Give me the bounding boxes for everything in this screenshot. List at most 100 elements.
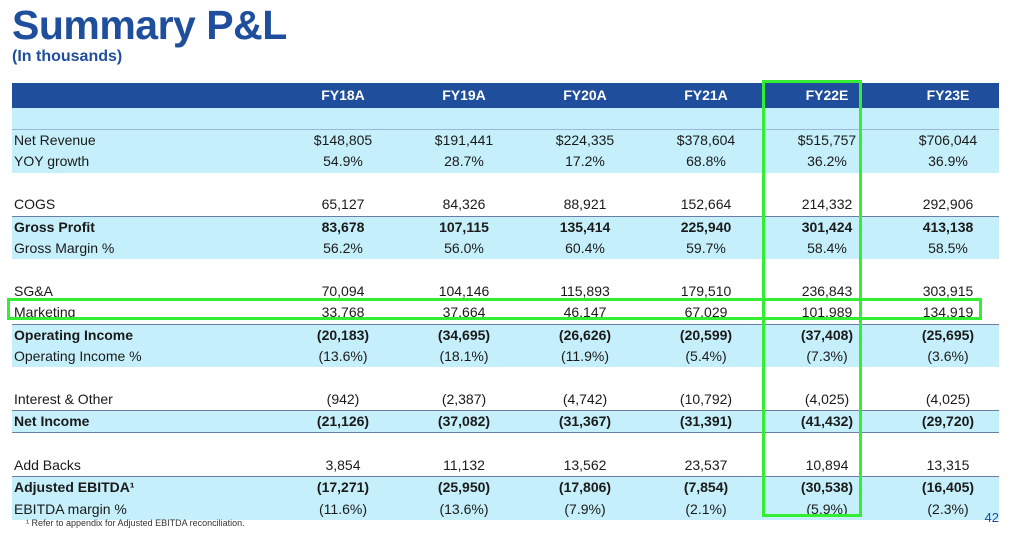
row-marketing: Marketing 33,768 37,664 46,147 67,029 10… — [12, 302, 999, 325]
table-cell: (16,405) — [921, 479, 975, 496]
table-cell: (25,950) — [437, 479, 491, 496]
row-gross-profit: Gross Profit 83,678 107,115 135,414 225,… — [12, 216, 999, 238]
table-cell: (7,854) — [683, 479, 729, 496]
table-cell: $191,441 — [434, 132, 494, 148]
table-cell: (11.6%) — [319, 500, 367, 517]
table-cell: (4,025) — [804, 390, 850, 407]
column-header: FY21A — [684, 87, 728, 103]
table-cell: 23,537 — [684, 456, 728, 473]
table-cell: (13.6%) — [439, 500, 489, 517]
table-cell: (18.1%) — [439, 347, 489, 364]
table-cell: (20,183) — [316, 326, 370, 343]
table-cell: 301,424 — [801, 218, 853, 235]
table-cell: 13,315 — [926, 456, 970, 473]
row-label: EBITDA margin % — [14, 500, 127, 517]
table-cell: 60.4% — [565, 239, 605, 256]
row-label: Gross Profit — [14, 218, 95, 235]
page-subtitle: (In thousands) — [12, 48, 123, 65]
row-label: Net Revenue — [14, 132, 96, 148]
table-cell: 303,915 — [922, 282, 974, 299]
table-cell: (10,792) — [679, 390, 733, 407]
table-cell: 37,664 — [442, 304, 486, 321]
column-header: FY20A — [563, 87, 607, 103]
row-operating-income: Operating Income (20,183) (34,695) (26,6… — [12, 324, 999, 346]
table-cell: 101,989 — [801, 304, 853, 321]
table-cell: (31,367) — [558, 413, 612, 430]
table-cell: 36.9% — [928, 153, 968, 170]
table-cell: 46,147 — [563, 304, 607, 321]
table-cell: 10,894 — [805, 456, 849, 473]
row-label: COGS — [14, 196, 56, 213]
table-cell: (2,387) — [441, 390, 487, 407]
table-cell: 179,510 — [680, 282, 732, 299]
table-cell: (17,271) — [316, 479, 370, 496]
page-title: Summary P&L — [12, 2, 287, 48]
table-cell: 68.8% — [686, 153, 726, 170]
column-header: FY18A — [321, 87, 365, 103]
table-cell: 104,146 — [438, 282, 490, 299]
page-number: 42 — [984, 510, 999, 525]
row-yoy-growth: YOY growth 54.9% 28.7% 17.2% 68.8% 36.2%… — [12, 151, 999, 173]
table-cell: $378,604 — [676, 132, 736, 148]
table-cell: (13.6%) — [318, 347, 368, 364]
table-cell: (7.9%) — [564, 500, 606, 517]
table-cell: (2.3%) — [927, 500, 969, 517]
column-header: FY19A — [442, 87, 486, 103]
row-cogs: COGS 65,127 84,326 88,921 152,664 214,33… — [12, 194, 999, 217]
table-cell: (4,742) — [562, 390, 608, 407]
row-label: Marketing — [14, 304, 76, 321]
row-label: SG&A — [14, 282, 53, 299]
row-label: Gross Margin % — [14, 239, 115, 256]
table-cell: $148,805 — [313, 132, 373, 148]
table-cell: 59.7% — [686, 239, 726, 256]
table-cell: (25,695) — [921, 326, 975, 343]
table-cell: 13,562 — [563, 456, 607, 473]
table-header: FY18A FY19A FY20A FY21A FY22E FY23E — [12, 83, 999, 108]
table-cell: (30,538) — [800, 479, 854, 496]
table-cell: 214,332 — [801, 196, 853, 213]
header-band — [12, 108, 999, 130]
table-cell: 67,029 — [684, 304, 728, 321]
table-cell: 115,893 — [560, 282, 610, 299]
row-sga: SG&A 70,094 104,146 115,893 179,510 236,… — [12, 281, 999, 302]
table-cell: 84,326 — [442, 196, 486, 213]
row-net-income: Net Income (21,126) (37,082) (31,367) (3… — [12, 411, 999, 434]
table-cell: 236,843 — [801, 282, 853, 299]
table-cell: (29,720) — [921, 413, 975, 430]
table-cell: 56.2% — [323, 239, 363, 256]
table-cell: (31,391) — [679, 413, 733, 430]
table-cell: 33,768 — [321, 304, 365, 321]
table-cell: (26,626) — [558, 326, 612, 343]
row-interest-other: Interest & Other (942) (2,387) (4,742) (… — [12, 389, 999, 412]
table-cell: (20,599) — [679, 326, 733, 343]
table-cell: 107,115 — [439, 218, 489, 235]
column-header: FY23E — [926, 87, 970, 103]
table-cell: (3.6%) — [927, 347, 969, 364]
table-cell: 292,906 — [922, 196, 974, 213]
table-cell: (34,695) — [437, 326, 491, 343]
table-cell: 3,854 — [325, 456, 361, 473]
table-cell: (37,408) — [800, 326, 854, 343]
pl-table: FY18A FY19A FY20A FY21A FY22E FY23E Net … — [12, 83, 999, 521]
table-cell: $515,757 — [797, 132, 857, 148]
table-cell: (2.1%) — [685, 500, 727, 517]
row-add-backs: Add Backs 3,854 11,132 13,562 23,537 10,… — [12, 455, 999, 478]
row-label: YOY growth — [14, 153, 90, 170]
marketing-row-highlight-box — [7, 298, 982, 320]
table-cell: (11.9%) — [561, 347, 609, 364]
footnote: ¹ Refer to appendix for Adjusted EBITDA … — [26, 518, 245, 528]
row-label: Adjusted EBITDA¹ — [14, 479, 135, 496]
table-cell: 152,664 — [680, 196, 732, 213]
row-label: Operating Income % — [14, 347, 142, 364]
table-cell: (4,025) — [925, 390, 971, 407]
table-cell: 65,127 — [321, 196, 365, 213]
table-cell: 54.9% — [323, 153, 363, 170]
table-cell: 58.5% — [928, 239, 968, 256]
table-cell: 135,414 — [559, 218, 611, 235]
table-cell: 28.7% — [444, 153, 484, 170]
row-label: Operating Income — [14, 326, 134, 343]
table-cell: 58.4% — [807, 239, 847, 256]
row-label: Add Backs — [14, 456, 81, 473]
table-cell: 17.2% — [565, 153, 605, 170]
table-cell: $706,044 — [918, 132, 978, 148]
